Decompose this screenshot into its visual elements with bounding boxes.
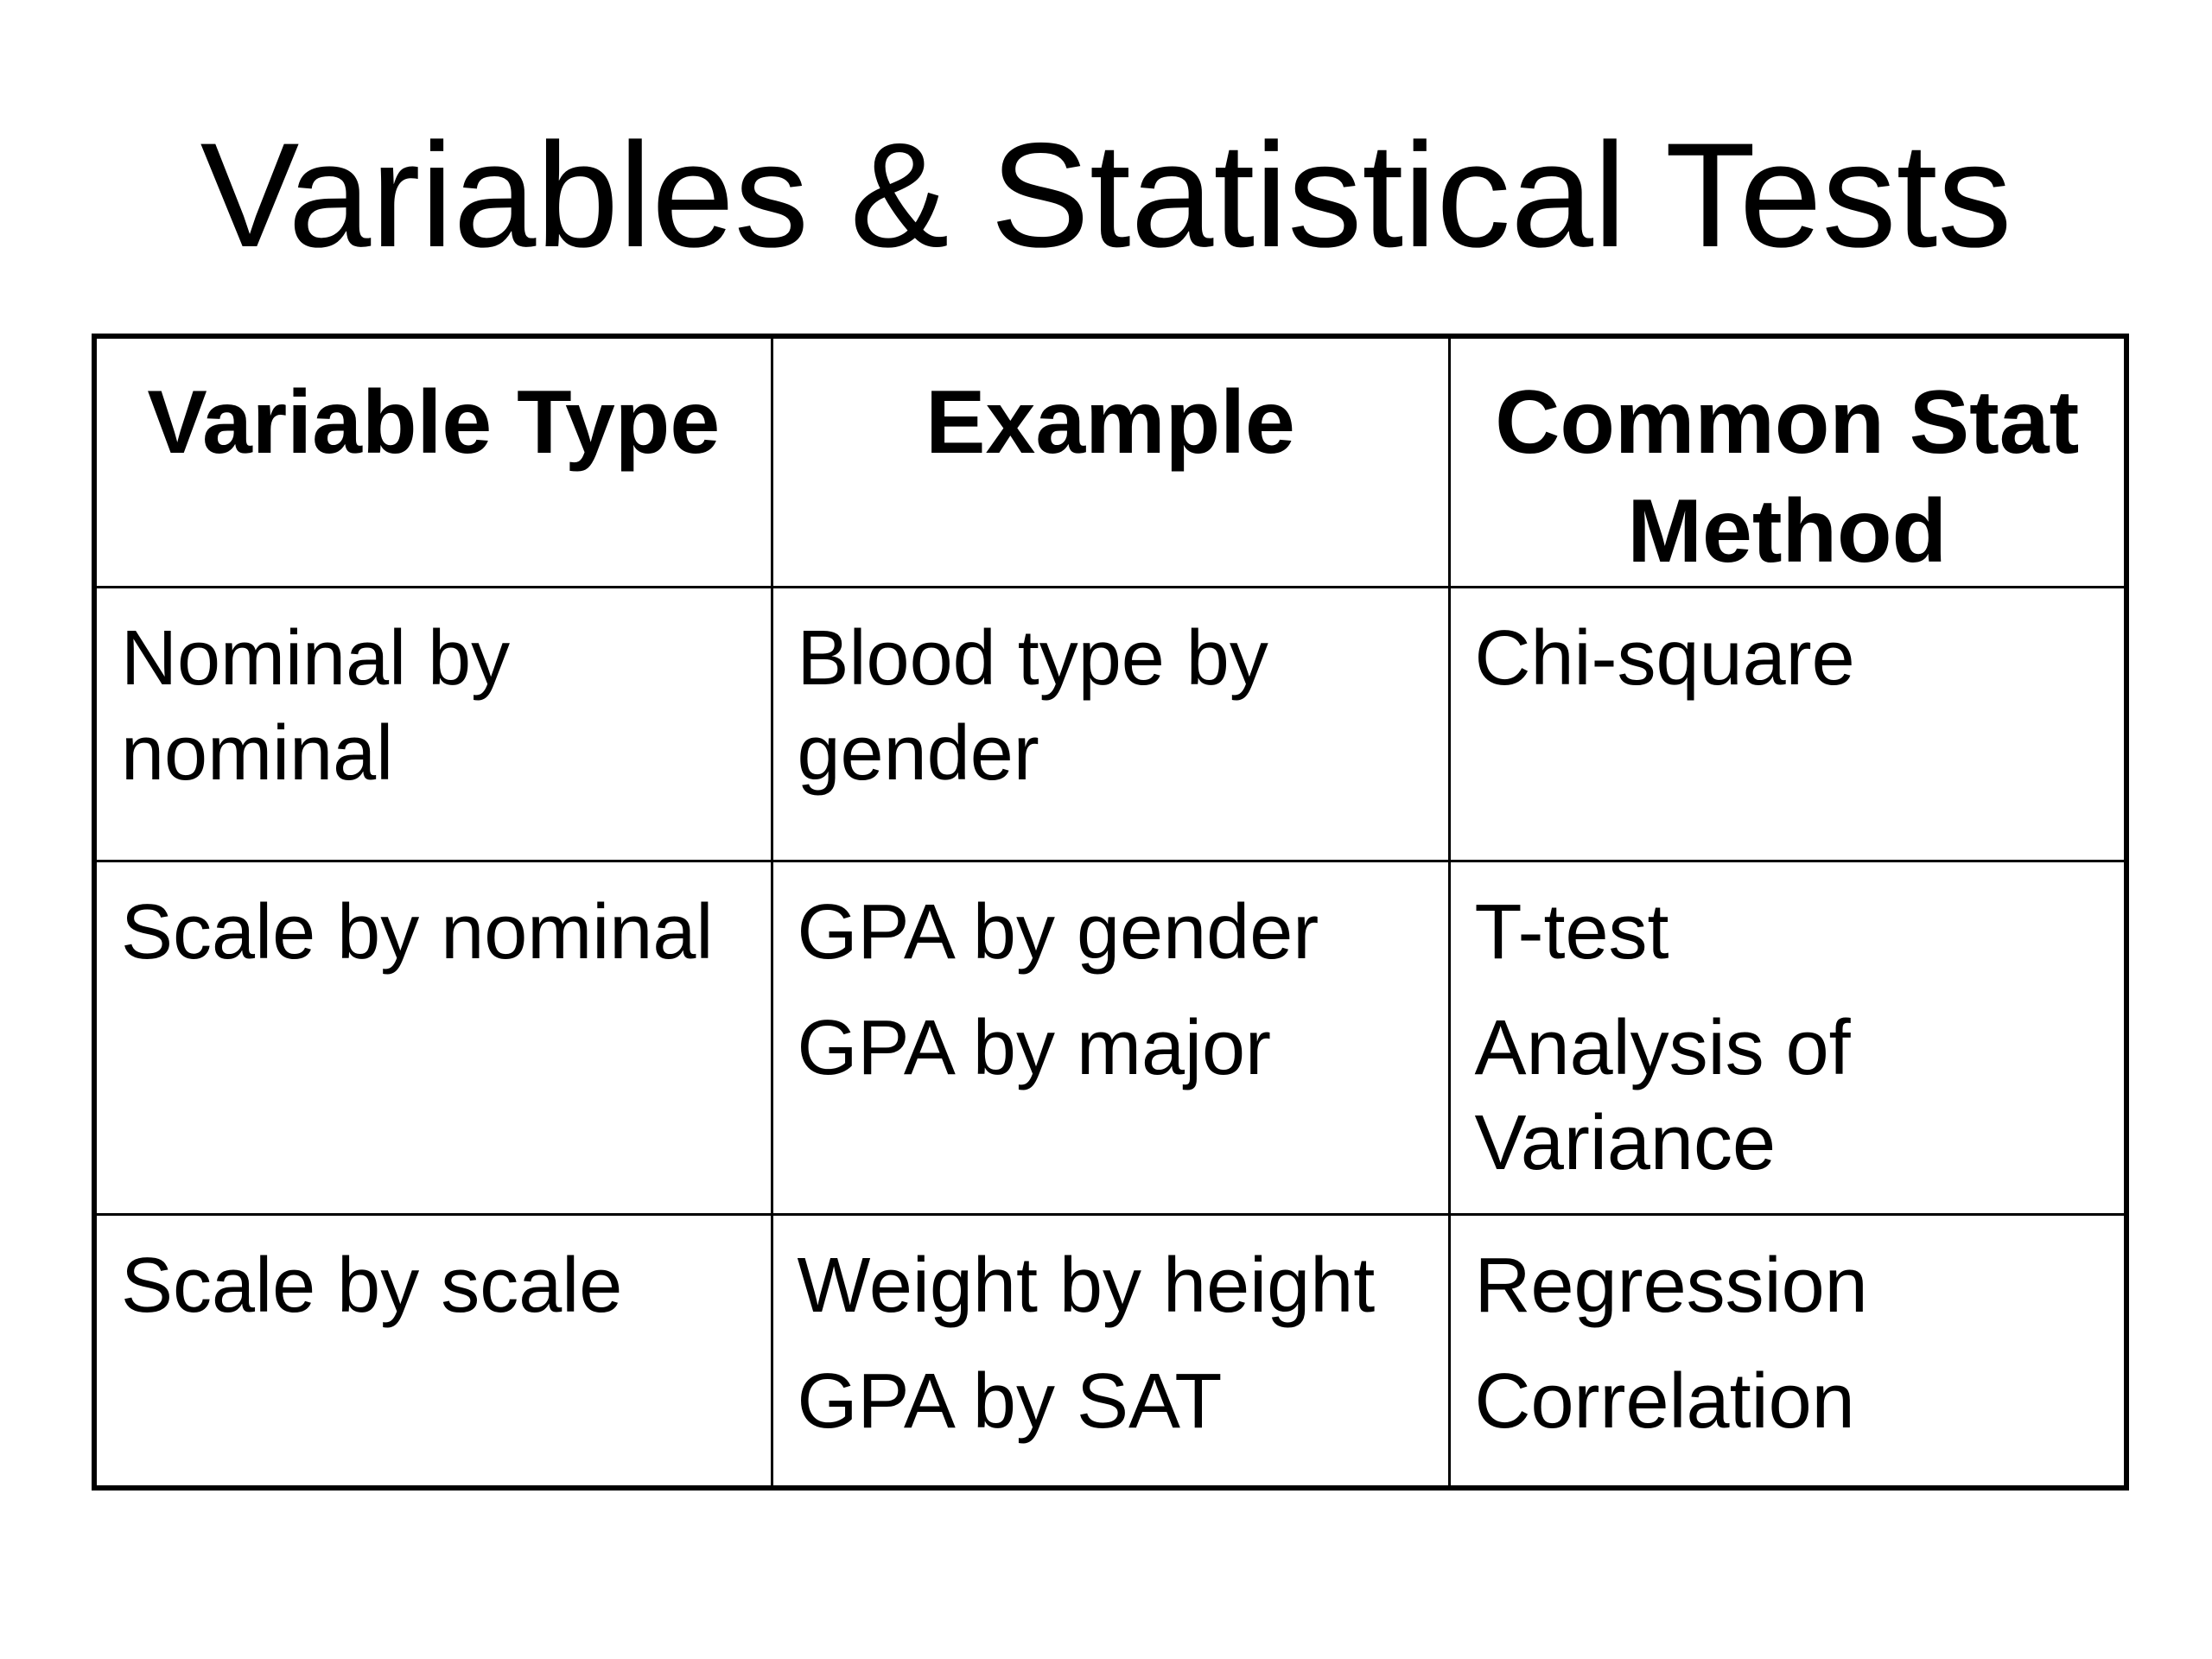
cell-variable-type: Scale by nominal <box>92 860 773 1216</box>
cell-stat-method: Chi-square <box>1447 586 2128 862</box>
cell-example: Weight by height GPA by SAT <box>770 1213 1451 1490</box>
stat-method-text: T-test <box>1474 889 1669 976</box>
header-common-stat-method: Common Stat Method <box>1447 334 2128 588</box>
cell-stat-method: T-test Analysis of Variance <box>1447 860 2128 1216</box>
variable-type-text: Scale by nominal <box>121 889 714 976</box>
variable-type-text: Scale by scale <box>121 1243 623 1329</box>
stat-method-text: Correlation <box>1474 1358 1855 1445</box>
cell-variable-type: Nominal by nominal <box>92 586 773 862</box>
example-text: GPA by gender <box>797 889 1319 976</box>
stat-method-text: Chi-square <box>1474 615 1855 702</box>
example-text: Blood type by gender <box>797 615 1268 797</box>
table-row: Scale by nominal GPA by gender GPA by ma… <box>92 860 2128 1216</box>
cell-example: Blood type by gender <box>770 586 1451 862</box>
example-text: Weight by height <box>797 1243 1376 1329</box>
cell-example: GPA by gender GPA by major <box>770 860 1451 1216</box>
stat-method-text: Analysis of Variance <box>1474 1005 1851 1186</box>
example-text: GPA by major <box>797 1005 1272 1091</box>
header-example: Example <box>770 334 1451 588</box>
variable-type-text: Nominal by nominal <box>121 615 511 797</box>
cell-variable-type: Scale by scale <box>92 1213 773 1490</box>
example-text: GPA by SAT <box>797 1358 1223 1445</box>
slide-title: Variables & Statistical Tests <box>200 112 2012 278</box>
header-variable-type: Variable Type <box>92 334 773 588</box>
stat-method-text: Regression <box>1474 1243 1868 1329</box>
table-row: Scale by scale Weight by height GPA by S… <box>92 1213 2128 1490</box>
cell-stat-method: Regression Correlation <box>1447 1213 2128 1490</box>
statistical-tests-table: Variable Type Example Common Stat Method… <box>92 334 2129 1491</box>
table-row: Nominal by nominal Blood type by gender … <box>92 586 2128 862</box>
table-header-row: Variable Type Example Common Stat Method <box>92 334 2128 588</box>
